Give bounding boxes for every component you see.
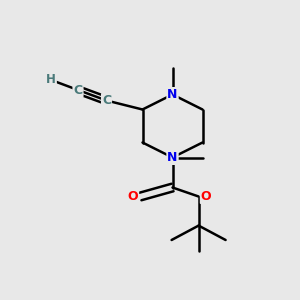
Text: O: O bbox=[128, 190, 138, 203]
Text: O: O bbox=[201, 190, 212, 203]
Text: H: H bbox=[46, 73, 56, 86]
Text: N: N bbox=[167, 88, 178, 101]
Text: C: C bbox=[74, 83, 82, 97]
Text: C: C bbox=[102, 94, 111, 107]
Text: N: N bbox=[167, 151, 178, 164]
